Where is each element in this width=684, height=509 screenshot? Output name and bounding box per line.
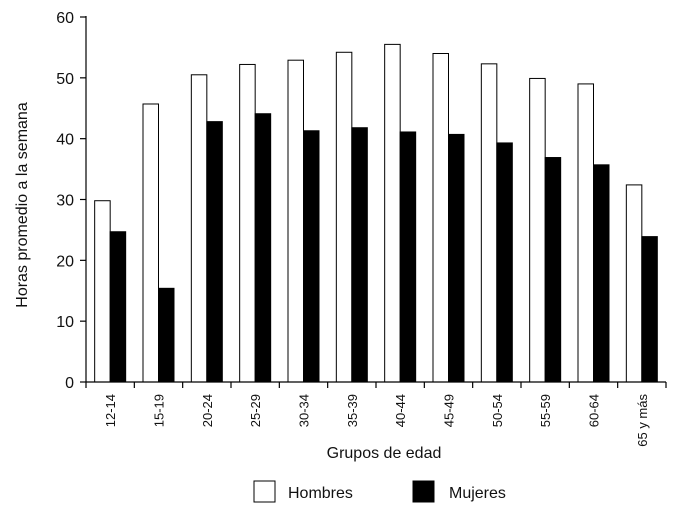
x-tick-label-1: 15-19 [152,394,167,427]
bar-hombres-11 [625,184,643,383]
x-tick-label-5: 35-39 [345,394,360,427]
bar-mujeres-1 [158,287,175,383]
x-tick-label-10: 60-64 [587,394,602,427]
y-tick-label-20: 20 [56,253,74,270]
y-tick-label-40: 40 [56,132,74,149]
bar-hombres-8 [480,63,498,383]
bar-mujeres-3 [254,113,272,383]
bar-hombres-2 [190,74,208,383]
x-tick-label-8: 50-54 [490,394,505,427]
x-tick-label-6: 40-44 [393,394,408,427]
bar-mujeres-11 [641,236,658,383]
x-axis-label: Grupos de edad [327,445,442,462]
bar-mujeres-0 [109,231,127,383]
axes-layer: 0 10 20 30 40 50 60 12-14 15-19 20-24 25-29 30-34 35… [56,10,667,447]
legend: Hombres Mujeres [253,480,506,503]
x-tick-label-0: 12-14 [103,394,118,427]
bar-hombres-10 [577,83,594,383]
x-tick-label-11: 65 y más [635,394,650,447]
x-tick-label-2: 20-24 [200,394,215,427]
x-tick-label-4: 30-34 [297,394,312,427]
bar-hombres-6 [384,43,401,383]
bar-mujeres-6 [399,131,417,383]
bar-mujeres-4 [303,130,320,383]
y-tick-label-0: 0 [65,375,74,392]
bar-hombres-9 [529,77,546,383]
legend-swatch-mujeres [412,480,435,503]
bar-hombres-3 [239,63,256,383]
y-tick-label-30: 30 [56,193,74,210]
x-tick-label-9: 55-59 [538,394,553,427]
legend-swatch-hombres [253,480,276,503]
y-tick-label-10: 10 [56,314,74,331]
bar-hombres-0 [94,200,111,383]
bar-mujeres-10 [593,164,610,383]
legend-label-hombres: Hombres [288,485,353,502]
bar-mujeres-2 [206,121,223,383]
bar-hombres-1 [142,103,159,383]
bar-hombres-5 [335,51,353,383]
x-tick-label-7: 45-49 [442,394,457,427]
bars-layer [94,43,658,383]
legend-label-mujeres: Mujeres [449,485,506,502]
bar-mujeres-8 [496,142,513,383]
bar-mujeres-7 [448,133,465,383]
bar-hombres-4 [287,59,304,383]
y-tick-label-60: 60 [56,10,74,27]
bar-mujeres-9 [544,157,562,383]
y-tick-label-50: 50 [56,71,74,88]
y-axis-label: Horas promedio a la semana [14,102,31,308]
x-tick-label-3: 25-29 [248,394,263,427]
bar-mujeres-5 [351,127,368,383]
bar-hombres-7 [432,53,449,383]
